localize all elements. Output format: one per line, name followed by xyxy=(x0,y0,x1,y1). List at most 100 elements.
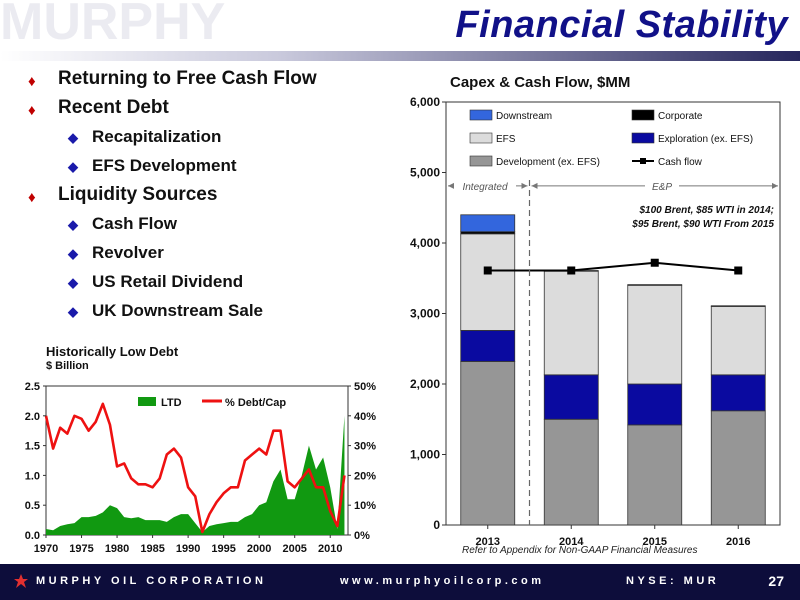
y-tick-label: 2,000 xyxy=(410,377,440,391)
bar-segment xyxy=(460,330,516,362)
bullet-item: ◆ Revolver xyxy=(26,240,317,269)
legend-label: Cash flow xyxy=(658,157,703,168)
drop-bullet-icon: ♦ xyxy=(28,189,36,206)
diamond-bullet-icon: ◆ xyxy=(68,217,78,232)
diamond-bullet-icon: ◆ xyxy=(68,130,78,145)
ep-label: E&P xyxy=(652,182,672,193)
legend-ltd-swatch xyxy=(138,397,156,406)
cash-flow-point xyxy=(567,266,576,275)
bar-segment xyxy=(460,214,516,233)
bullet-text: Recent Debt xyxy=(58,97,169,118)
legend-label: Downstream xyxy=(496,111,552,122)
bullet-item: ♦ Recent Debt xyxy=(26,95,317,124)
right-y-tick-label: 40% xyxy=(354,411,376,423)
y-tick-label: 3,000 xyxy=(410,307,440,321)
debt-chart-title: Historically Low Debt xyxy=(46,344,179,359)
price-assumption-line-2: $95 Brent, $90 WTI From 2015 xyxy=(631,219,774,230)
diamond-bullet-icon: ◆ xyxy=(68,304,78,319)
footer-ticker: NYSE: MUR xyxy=(626,575,720,587)
bullet-text: Revolver xyxy=(92,243,164,262)
right-y-tick-label: 20% xyxy=(354,470,376,482)
bar-segment xyxy=(627,284,683,286)
left-y-tick-label: 1.0 xyxy=(25,470,40,482)
bullet-text: Recapitalization xyxy=(92,127,222,146)
slide-title: Financial Stability xyxy=(455,4,788,46)
ltd-area xyxy=(46,415,345,535)
y-tick-label: 4,000 xyxy=(410,236,440,250)
bar-segment xyxy=(627,284,683,385)
footnote: Refer to Appendix for Non-GAAP Financial… xyxy=(462,545,698,556)
cash-flow-point xyxy=(650,258,659,267)
ep-arrow-right xyxy=(772,182,778,189)
bullet-item: ♦ Liquidity Sources xyxy=(26,182,317,211)
legend-swatch xyxy=(469,109,493,121)
bullet-text: UK Downstream Sale xyxy=(92,301,263,320)
murphy-logo-icon xyxy=(14,574,28,588)
x-tick-label: 1990 xyxy=(176,543,200,555)
x-tick-label: 2013 xyxy=(476,536,500,548)
drop-bullet-icon: ♦ xyxy=(28,73,36,90)
diamond-bullet-icon: ◆ xyxy=(68,246,78,261)
bullet-item: ◆ Recapitalization xyxy=(26,124,317,153)
y-tick-label: 1,000 xyxy=(410,448,440,462)
ep-label-bg xyxy=(645,178,679,192)
footer-website: www.murphyoilcorp.com xyxy=(340,575,545,587)
page-number: 27 xyxy=(768,573,784,589)
bullet-item: ◆ UK Downstream Sale xyxy=(26,298,317,327)
legend-ltd-label: LTD xyxy=(161,397,182,409)
right-y-tick-label: 0% xyxy=(354,530,370,542)
drop-bullet-icon: ♦ xyxy=(28,102,36,119)
bar-segment xyxy=(710,306,766,376)
bar-segment xyxy=(460,361,516,526)
legend-label: Corporate xyxy=(658,111,703,122)
right-y-tick-label: 50% xyxy=(354,381,376,393)
left-y-tick-label: 2.5 xyxy=(25,381,40,393)
bullet-item: ◆ EFS Development xyxy=(26,153,317,182)
ep-arrow-left xyxy=(531,182,538,189)
left-y-tick-label: 2.0 xyxy=(25,411,40,423)
diamond-bullet-icon: ◆ xyxy=(68,159,78,174)
legend-swatch xyxy=(469,155,493,167)
x-tick-label: 2015 xyxy=(643,536,667,548)
y-tick-label: 5,000 xyxy=(410,166,440,180)
right-y-tick-label: 30% xyxy=(354,441,376,453)
integrated-arrow-left xyxy=(448,182,454,189)
left-y-tick-label: 0.0 xyxy=(25,530,40,542)
bullet-text: Cash Flow xyxy=(92,214,178,233)
bar-segment xyxy=(710,374,766,412)
header-gradient-bar xyxy=(0,51,800,61)
diamond-bullet-icon: ◆ xyxy=(68,275,78,290)
integrated-label-bg xyxy=(454,178,516,192)
bullet-text: Liquidity Sources xyxy=(58,184,218,205)
bullet-text: US Retail Dividend xyxy=(92,272,244,291)
legend-swatch-marker xyxy=(640,158,646,164)
legend-debt-cap-label: % Debt/Cap xyxy=(225,397,286,409)
debt-cap-line xyxy=(44,402,346,534)
x-tick-label: 1985 xyxy=(140,543,164,555)
bullet-text: Returning to Free Cash Flow xyxy=(58,68,317,89)
watermark-text: MURPHY xyxy=(0,0,226,51)
left-y-tick-label: 1.5 xyxy=(25,441,40,453)
bullet-list: ♦ Returning to Free Cash Flow ♦ Recent Debt… xyxy=(26,66,317,327)
legend-swatch xyxy=(631,109,655,121)
x-tick-label: 2014 xyxy=(559,536,584,548)
x-tick-label: 1980 xyxy=(105,543,129,555)
x-tick-label: 2000 xyxy=(247,543,271,555)
legend-label: Development (ex. EFS) xyxy=(496,157,600,168)
bar-segment xyxy=(543,374,599,420)
x-tick-label: 1975 xyxy=(69,543,93,555)
legend-label: Exploration (ex. EFS) xyxy=(658,134,753,145)
integrated-label: Integrated xyxy=(462,182,507,193)
cash-flow-point xyxy=(483,266,492,275)
x-tick-label: 2010 xyxy=(318,543,342,555)
legend-label: EFS xyxy=(496,134,516,145)
legend-swatch xyxy=(469,132,493,144)
price-assumption-line-1: $100 Brent, $85 WTI in 2014; xyxy=(638,205,774,216)
left-y-tick-label: 0.5 xyxy=(25,500,40,512)
footer-company: MURPHY OIL CORPORATION xyxy=(36,575,267,587)
bar-segment xyxy=(627,383,683,426)
bar-segment xyxy=(460,233,516,331)
right-y-tick-label: 10% xyxy=(354,500,376,512)
x-tick-label: 2016 xyxy=(726,536,750,548)
